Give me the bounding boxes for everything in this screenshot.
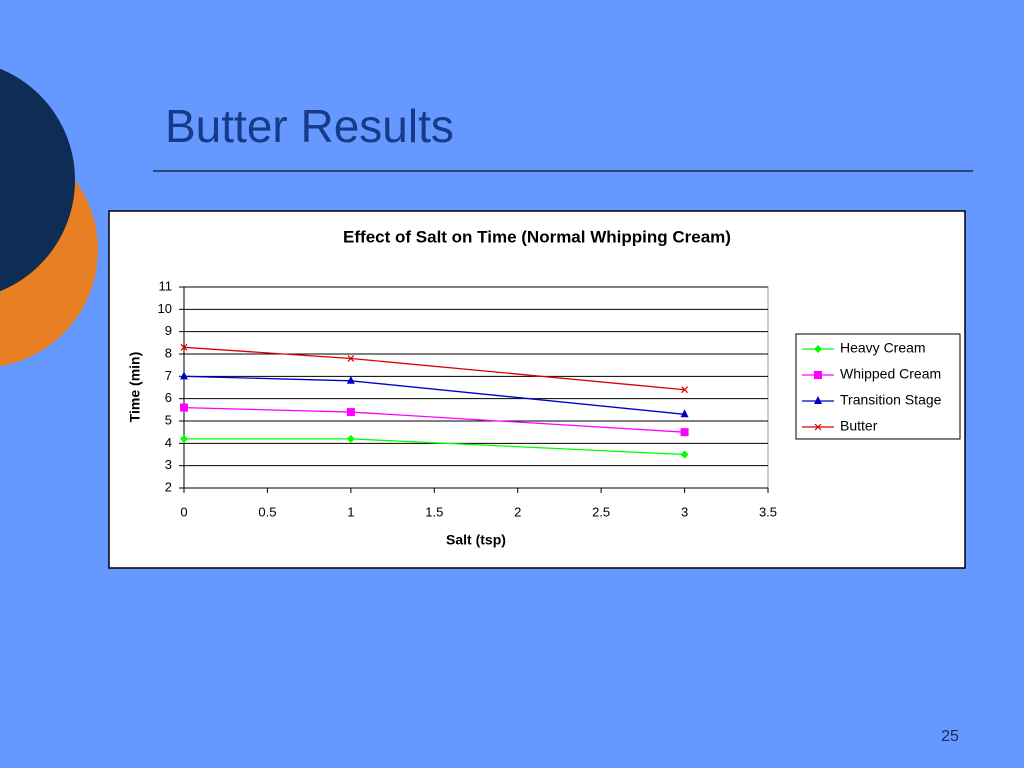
data-point <box>681 386 688 394</box>
y-tick-label: 7 <box>165 368 172 383</box>
data-point <box>346 408 355 417</box>
data-point <box>347 355 355 362</box>
decor-circle-navy <box>0 68 75 292</box>
y-tick-label: 4 <box>165 435 172 450</box>
y-tick-label: 3 <box>165 457 172 472</box>
y-axis-label: Time (min) <box>127 352 143 423</box>
y-tick-label: 8 <box>165 345 172 360</box>
data-point <box>680 409 689 418</box>
x-tick-label: 2 <box>514 504 521 519</box>
legend <box>795 333 961 440</box>
data-point <box>180 343 188 351</box>
page-number: 25 <box>941 728 959 745</box>
legend-marker <box>814 371 822 379</box>
y-tick-label: 9 <box>165 323 172 338</box>
legend-label: Whipped Cream <box>840 366 941 382</box>
y-tick-label: 10 <box>158 301 172 316</box>
data-point <box>180 434 188 443</box>
data-point <box>180 403 188 412</box>
x-tick-label: 0.5 <box>258 504 276 519</box>
y-tick-label: 6 <box>165 390 172 405</box>
legend-marker <box>814 396 822 404</box>
slide-title: Butter Results <box>165 100 454 152</box>
y-tick-label: 5 <box>165 412 172 427</box>
y-tick-label: 11 <box>159 278 173 293</box>
data-point <box>180 371 188 380</box>
x-tick-label: 3 <box>681 504 688 519</box>
chart-title: Effect of Salt on Time (Normal Whipping … <box>343 227 731 246</box>
legend-marker <box>814 345 822 353</box>
x-tick-label: 1 <box>347 504 354 519</box>
legend-label: Butter <box>840 418 878 434</box>
data-point <box>680 428 689 437</box>
data-point <box>680 450 689 459</box>
data-point <box>346 375 355 384</box>
legend-label: Transition Stage <box>840 392 942 408</box>
y-tick-label: 2 <box>165 479 172 494</box>
x-tick-label: 2.5 <box>592 504 610 519</box>
x-axis-label: Salt (tsp) <box>446 532 506 548</box>
legend-label: Heavy Cream <box>840 340 926 356</box>
x-tick-label: 0 <box>180 504 187 519</box>
x-tick-label: 1.5 <box>425 504 443 519</box>
legend-marker <box>814 423 822 431</box>
plot-area <box>183 286 769 489</box>
x-tick-label: 3.5 <box>759 504 777 519</box>
data-point <box>346 434 355 443</box>
